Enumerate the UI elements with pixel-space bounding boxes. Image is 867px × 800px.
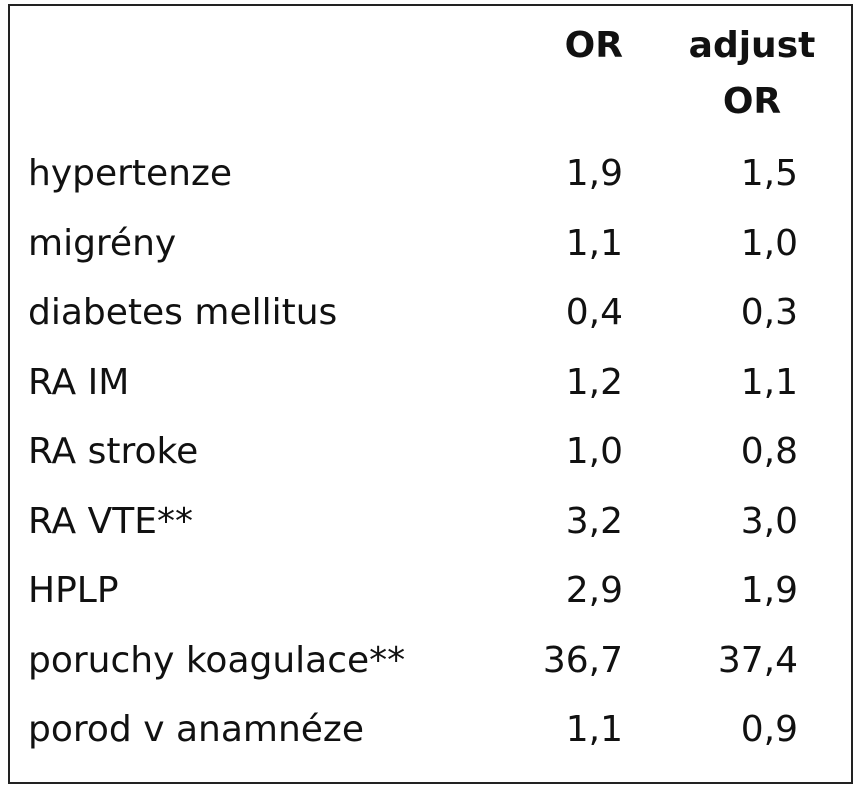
value-cell: 0,8 (740, 431, 798, 472)
row-label: RA IM (28, 361, 130, 403)
header-cell: OR (564, 25, 623, 66)
value-cell: 1,5 (740, 153, 798, 194)
row-label: diabetes mellitus (28, 292, 338, 333)
row-label: poruchy koagulace** (28, 639, 406, 681)
table-frame: OR adjust OR hypertenze 1,9 1,5 migrény 1,1 1… (8, 4, 853, 784)
row-label: HPLP (28, 570, 119, 611)
value-cell: 36,7 (542, 639, 623, 681)
value-cell: 37,4 (717, 639, 798, 681)
value-cell: 0,4 (565, 292, 623, 333)
value-cell: 2,9 (565, 570, 623, 611)
value-cell: 0,9 (740, 709, 798, 750)
value-cell: 1,2 (565, 361, 623, 403)
value-cell: 1,9 (565, 153, 623, 194)
value-cell: 1,1 (565, 709, 623, 750)
value-cell: 3,2 (565, 500, 623, 542)
row-label: hypertenze (28, 153, 233, 194)
row-label: porod v anamnéze (28, 709, 364, 750)
value-cell: 1,1 (565, 222, 623, 264)
value-cell: 3,0 (740, 500, 798, 542)
value-cell: 1,0 (740, 222, 798, 264)
value-cell: 0,3 (740, 292, 798, 333)
row-label: migrény (28, 222, 177, 264)
value-cell: 1,0 (565, 431, 623, 472)
header-cell: adjust OR (688, 25, 816, 122)
value-cell: 1,1 (740, 361, 798, 403)
row-label: RA stroke (28, 431, 199, 472)
row-label: RA VTE** (28, 500, 193, 542)
value-cell: 1,9 (740, 570, 798, 611)
